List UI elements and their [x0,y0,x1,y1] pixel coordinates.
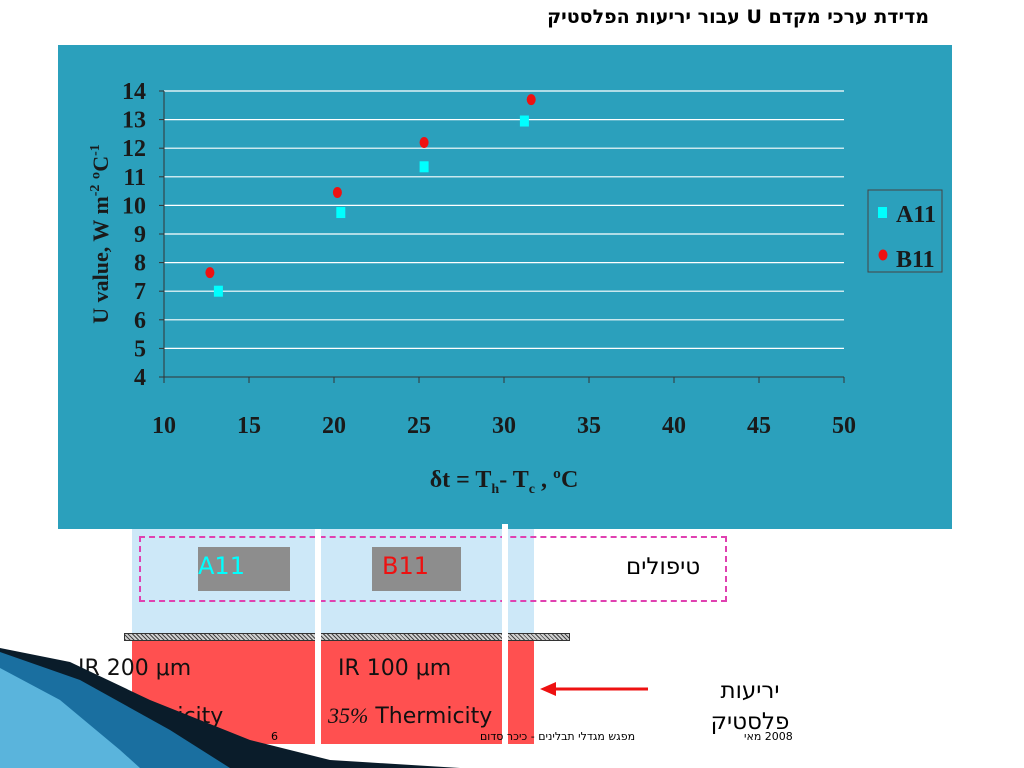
legend-box [867,189,943,273]
point-b11 [205,267,215,279]
data-points [205,94,536,297]
legend-marker-b11 [878,249,888,261]
treatment-b11-label: B11 [382,552,430,580]
point-a11 [336,207,346,219]
legend: A11 B11 [867,189,943,273]
chart-panel: 4 5 6 7 8 9 10 11 12 13 14 10 15 20 25 30 35 40 45 50 δt =… [58,45,952,529]
x-tick-label: 10 [152,413,176,439]
treatments-dashed-frame [139,536,727,602]
treatment-a11-label: A11 [198,552,245,580]
footer-event: מפגש מגדלי תבלינים - כיכר סדום [480,730,636,743]
thermicity-b-word: Thermicity [375,704,493,729]
x-tick-label: 50 [832,413,856,439]
decorative-swoosh [0,648,460,768]
treatments-label: טיפולים [626,554,701,580]
plastic-film-label: יריעות פלסטיק [710,678,790,735]
point-a11 [213,285,223,297]
divider-left [315,529,321,746]
x-tick-label: 30 [492,413,516,439]
y-tick-label: 12 [122,136,146,162]
x-tick-label: 45 [747,413,771,439]
thermicity-b-percent: 35% [328,703,369,728]
x-tick-label: 25 [407,413,431,439]
y-tick-label: 13 [122,108,146,134]
legend-label-b11: B11 [896,247,935,273]
film-b-block [321,641,534,744]
y-tick-label: 4 [134,365,146,391]
y-tick-label: 7 [134,279,146,305]
thermicity-b: 35% Thermicity [328,703,492,729]
x-tick-label: 20 [322,413,346,439]
x-tick-label: 35 [577,413,601,439]
y-tick-label: 5 [134,336,146,362]
hatched-plastic-layer [124,633,570,641]
grid-lines [164,90,844,349]
x-tick-label: 15 [237,413,261,439]
y-tick-label: 11 [123,165,146,191]
x-tick-labels: 10 15 20 25 30 35 40 45 50 [152,377,856,439]
legend-marker-a11 [878,207,887,218]
slide-title: מדידת ערכי מקדם U עבור יריעות הפלסטיק [547,6,929,28]
point-b11 [332,187,342,199]
treatment-b11-box: B11 [372,547,461,591]
point-b11 [526,94,536,106]
treatment-a11-box: A11 [198,547,290,591]
y-tick-label: 8 [134,251,146,277]
arrow-left-icon [540,682,648,696]
point-a11 [419,161,429,173]
divider-right [502,524,508,746]
x-tick-label: 40 [662,413,686,439]
page-number: 6 [271,730,278,743]
point-b11 [419,136,429,148]
y-tick-label: 9 [134,222,146,248]
y-tick-label: 14 [122,79,146,105]
x-axis-label: δt = Th- Tc , ºC [430,467,579,497]
y-axis-label: U value, W m-2 ºC-1 [88,144,113,324]
y-tick-label: 10 [122,193,146,219]
legend-label-a11: A11 [896,202,936,228]
ir-100-label: IR 100 μm [338,656,452,681]
y-tick-label: 6 [134,308,146,334]
point-a11 [519,115,529,127]
footer-date: 2008 מאי [744,730,793,743]
